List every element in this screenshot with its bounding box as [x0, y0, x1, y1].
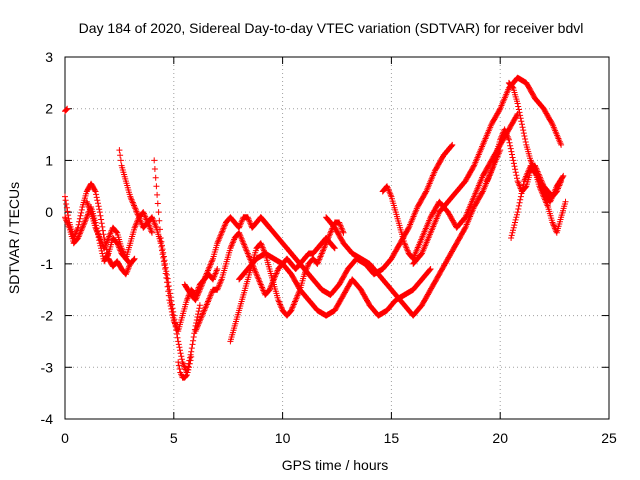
- x-tick-label: 5: [170, 430, 178, 446]
- x-tick-label: 10: [275, 430, 291, 446]
- y-tick-label: 0: [45, 204, 53, 220]
- plus-markers: [227, 219, 347, 345]
- y-tick-label: -3: [41, 359, 54, 375]
- y-axis-title: SDTVAR / TECUs: [6, 182, 22, 294]
- x-tick-label: 20: [492, 430, 508, 446]
- chart-title: Day 184 of 2020, Sidereal Day-to-day VTE…: [79, 20, 584, 36]
- x-tick-label: 25: [601, 430, 617, 446]
- y-tick-label: -2: [41, 308, 54, 324]
- series-arc-13: [323, 147, 504, 319]
- plot-frame: [64, 56, 610, 420]
- plus-markers: [151, 157, 203, 376]
- plus-markers: [62, 105, 71, 115]
- series-arc-2: [62, 180, 138, 278]
- y-tick-label: 2: [45, 101, 53, 117]
- series-arc-14: [379, 110, 521, 262]
- data-points: [62, 74, 569, 381]
- plus-markers: [484, 126, 565, 200]
- y-tick-label: 3: [45, 49, 53, 65]
- y-tick-label: -4: [41, 411, 54, 427]
- series-arc-4: [83, 198, 134, 267]
- y-tick-labels: -4 -3 -2 -1 0 1 2 3: [41, 49, 54, 427]
- plus-markers: [379, 110, 521, 262]
- series-arc-11: [236, 250, 434, 319]
- x-axis-title: GPS time / hours: [282, 457, 389, 473]
- x-tick-label: 15: [384, 430, 400, 446]
- plus-markers: [236, 250, 434, 319]
- x-tick-labels: 0 5 10 15 20 25: [61, 430, 617, 446]
- plus-markers: [257, 141, 456, 298]
- plus-markers: [62, 180, 138, 278]
- y-tick-label: -1: [41, 256, 54, 272]
- series-arc-18: [484, 126, 565, 200]
- series-arc-1: [62, 105, 71, 115]
- x-tick-label: 0: [61, 430, 69, 446]
- series-arc-7: [175, 353, 195, 381]
- plus-markers: [175, 353, 195, 381]
- plus-markers: [83, 198, 134, 267]
- series-arc-10: [227, 219, 347, 345]
- y-tick-label: 1: [45, 152, 53, 168]
- axis-ticks: [64, 56, 610, 420]
- series-arc-6: [151, 157, 203, 376]
- series-arc-12: [257, 141, 456, 298]
- grid-lines: [65, 57, 609, 419]
- plus-markers: [323, 147, 504, 319]
